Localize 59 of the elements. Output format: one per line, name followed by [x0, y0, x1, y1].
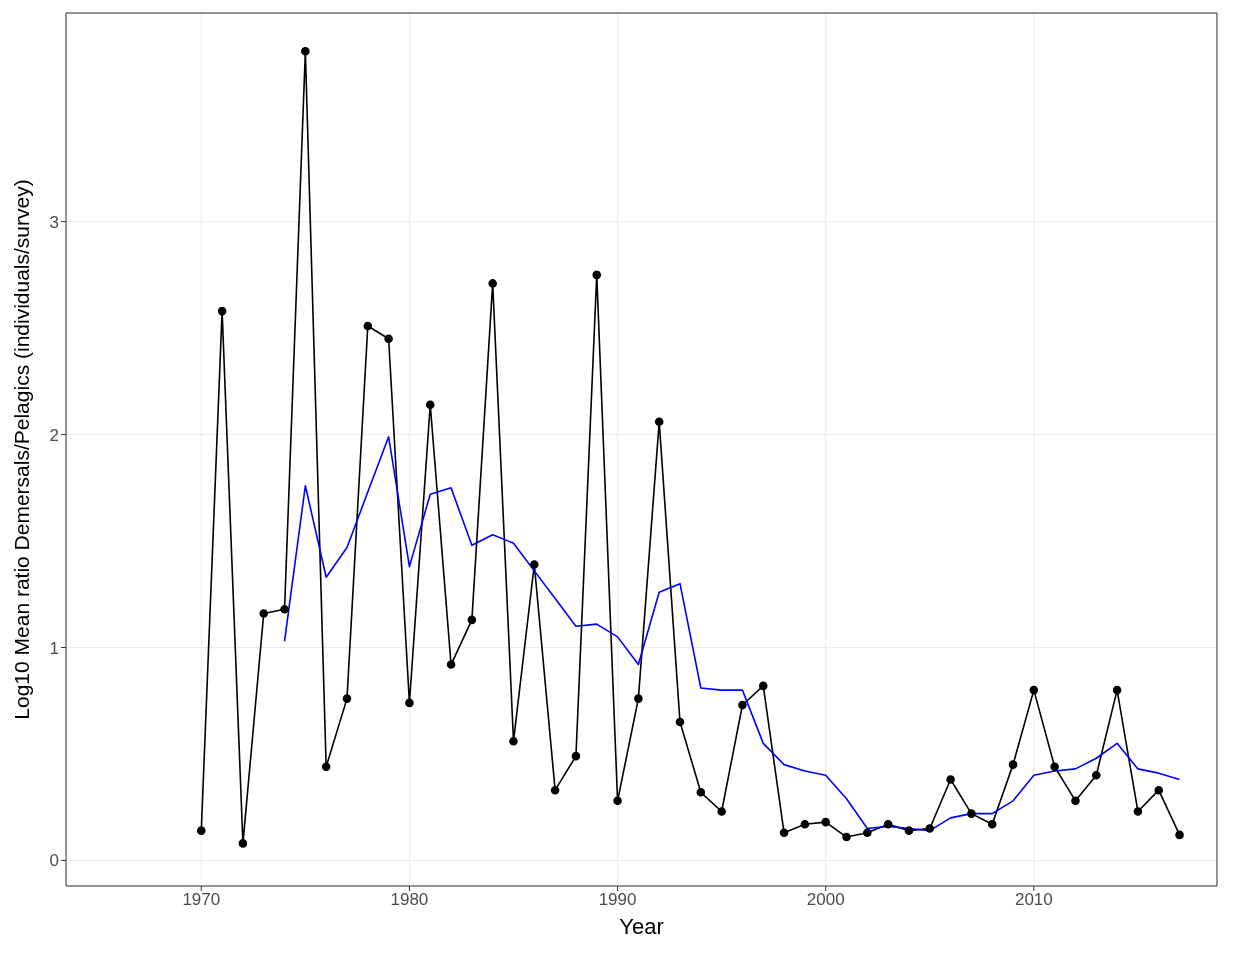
point [363, 321, 373, 331]
point [509, 736, 518, 746]
y-tick-label: 2 [49, 425, 59, 445]
point [967, 809, 976, 818]
point [696, 788, 706, 797]
x-tick-label: 2010 [1014, 890, 1053, 910]
point [321, 762, 331, 772]
point [571, 751, 581, 761]
point [217, 306, 227, 316]
y-axis-title: Log10 Mean ratio Demersals/Pelagics (individuals/survey) [10, 179, 34, 720]
y-tick-label: 1 [49, 638, 59, 658]
point [987, 819, 997, 829]
x-axis-title: Year [619, 914, 664, 939]
point [1050, 762, 1059, 772]
point [758, 681, 768, 691]
point [259, 609, 269, 618]
point [446, 660, 456, 669]
point [280, 604, 289, 614]
x-tick-label: 1970 [182, 890, 221, 910]
point [634, 694, 643, 703]
point [1071, 796, 1080, 806]
point [738, 700, 747, 710]
point [904, 826, 914, 835]
y-tick-label: 0 [49, 851, 59, 871]
point [342, 694, 352, 703]
point [467, 615, 477, 625]
point [301, 47, 310, 56]
point [654, 417, 664, 427]
point [550, 785, 560, 795]
y-tick-label: 3 [49, 212, 59, 232]
point [613, 796, 622, 806]
point [946, 775, 955, 784]
point [1112, 685, 1122, 695]
x-tick-label: 1990 [598, 890, 637, 910]
point [405, 698, 414, 708]
point [384, 334, 393, 344]
point [779, 828, 789, 838]
point [842, 832, 851, 842]
point [1154, 785, 1164, 795]
point [800, 819, 810, 829]
point [675, 717, 685, 727]
point [1008, 760, 1018, 769]
point [925, 824, 935, 833]
point [238, 839, 248, 848]
x-tick-label: 1980 [390, 890, 429, 910]
point [592, 270, 602, 280]
point [1029, 685, 1039, 695]
point [530, 560, 539, 569]
point [863, 828, 872, 838]
point [196, 826, 206, 835]
point [1091, 770, 1101, 780]
point [821, 817, 830, 827]
point [488, 279, 497, 288]
x-tick-label: 2000 [806, 890, 845, 910]
point [717, 807, 726, 816]
point [425, 400, 435, 410]
point [1175, 830, 1184, 840]
point [883, 819, 893, 829]
point [1133, 807, 1143, 816]
